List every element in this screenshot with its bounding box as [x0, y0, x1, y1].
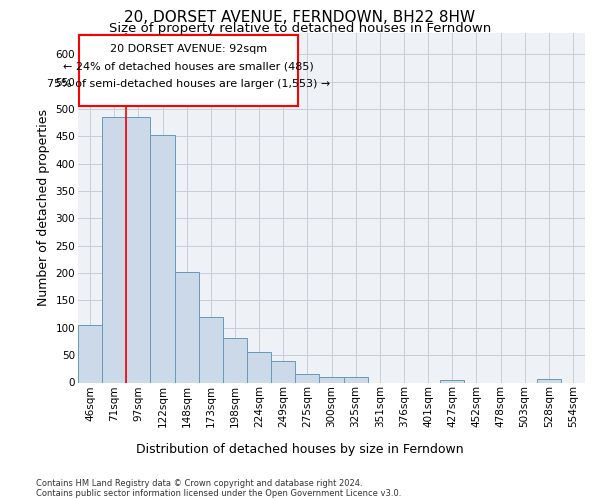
- Bar: [151, 135, 175, 382]
- Bar: [440, 380, 464, 382]
- Bar: [223, 338, 247, 382]
- Bar: [102, 118, 126, 382]
- Bar: [271, 360, 295, 382]
- Text: Contains HM Land Registry data © Crown copyright and database right 2024.
Contai: Contains HM Land Registry data © Crown c…: [36, 479, 401, 498]
- Bar: [344, 377, 368, 382]
- Text: Size of property relative to detached houses in Ferndown: Size of property relative to detached ho…: [109, 22, 491, 35]
- Bar: [295, 374, 319, 382]
- Text: 75% of semi-detached houses are larger (1,553) →: 75% of semi-detached houses are larger (…: [47, 79, 330, 89]
- Bar: [78, 325, 102, 382]
- Bar: [247, 352, 271, 382]
- Bar: [199, 317, 223, 382]
- Bar: [126, 118, 151, 382]
- Bar: [79, 35, 298, 106]
- Text: 20 DORSET AVENUE: 92sqm: 20 DORSET AVENUE: 92sqm: [110, 44, 267, 54]
- Text: ← 24% of detached houses are smaller (485): ← 24% of detached houses are smaller (48…: [63, 62, 314, 72]
- Text: Distribution of detached houses by size in Ferndown: Distribution of detached houses by size …: [136, 442, 464, 456]
- Text: 20, DORSET AVENUE, FERNDOWN, BH22 8HW: 20, DORSET AVENUE, FERNDOWN, BH22 8HW: [124, 10, 476, 25]
- Y-axis label: Number of detached properties: Number of detached properties: [37, 109, 50, 306]
- Bar: [319, 377, 344, 382]
- Bar: [537, 378, 561, 382]
- Bar: [175, 272, 199, 382]
